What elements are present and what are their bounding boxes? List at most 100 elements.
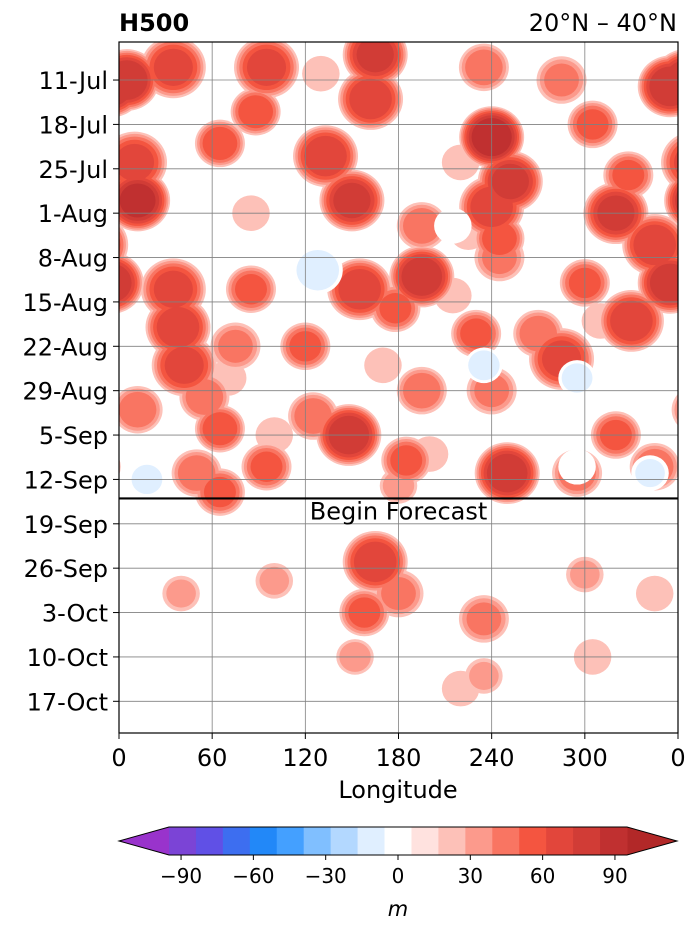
anomaly-contour-pos-35-5	[238, 95, 274, 129]
anomaly-contour-pos-45-23	[633, 224, 677, 266]
colorbar-swatch-13	[519, 827, 547, 855]
anomaly-contour-pos-25-20	[403, 207, 441, 244]
colorbar-tick-label-2: −30	[305, 864, 347, 888]
anomaly-contour-pos-65-7	[119, 183, 156, 218]
y-tick-label-1: 18-Jul	[39, 111, 109, 139]
colorbar-tick-label-3: 0	[392, 864, 405, 888]
anomaly-contour-neg-5-11	[410, 525, 449, 561]
forecast-annotation: Begin Forecast	[310, 497, 488, 525]
anomaly-contour-pos-15-59	[166, 579, 196, 608]
y-tick-label-6: 22-Aug	[22, 333, 108, 361]
colorbar-swatch-15	[573, 827, 601, 855]
anomaly-contour-pos-25-15	[465, 49, 503, 86]
x-tick-label-6: 0	[670, 744, 685, 772]
anomaly-contour-pos-55-11	[491, 163, 529, 200]
anomaly-contour-pos-55-24	[649, 263, 678, 303]
anomaly-contour-neg-5-6	[558, 448, 596, 485]
anomaly-contour-neg-15-4	[561, 363, 593, 393]
anomaly-contour-pos-25-45	[119, 391, 157, 428]
anomaly-contour-pos-25-34	[185, 379, 224, 415]
anomaly-contour-pos-45-55	[353, 541, 397, 583]
latitude-band-label: 20°N – 40°N	[529, 9, 677, 37]
x-tick-label-1: 60	[197, 744, 228, 772]
colorbar-tick-label-4: 30	[458, 864, 483, 888]
anomaly-contour-pos-35-47	[390, 445, 423, 476]
y-tick-label-7: 29-Aug	[22, 378, 108, 406]
anomaly-contour-pos-35-37	[460, 318, 493, 349]
anomaly-contour-neg-15-3	[468, 350, 500, 381]
anomaly-contour-pos-35-30	[234, 274, 267, 305]
anomaly-contour-pos-45-2	[246, 48, 287, 86]
y-axis-ticks: 11-Jul 18-Jul 25-Jul 1-Aug 8-Aug 15-Aug 22-Aug…	[22, 67, 119, 716]
anomaly-contour-neg-5-12	[643, 715, 678, 733]
anomaly-contour-pos-45-26	[610, 300, 653, 342]
anomaly-contour-pos-55-12	[649, 66, 678, 107]
anomaly-contour-pos-45-28	[338, 268, 382, 310]
anomaly-contour-pos-55-7-wrap	[675, 190, 678, 211]
anomaly-contour-pos-25-43	[294, 398, 332, 434]
y-tick-label-3: 1-Aug	[38, 200, 108, 228]
colorbar-extend-max	[627, 827, 677, 855]
anomaly-contour-pos-55-3	[356, 42, 394, 73]
anomaly-contour-pos-45-31	[153, 270, 193, 308]
y-tick-label-13: 10-Oct	[27, 644, 108, 672]
x-axis-label: Longitude	[338, 776, 457, 804]
colorbar-extend-min	[119, 827, 169, 855]
y-tick-label-9: 12-Sep	[24, 466, 108, 494]
anomaly-contour-pos-15-45-wrap	[674, 398, 678, 422]
y-tick-label-10: 19-Sep	[24, 511, 108, 539]
colorbar-swatch-1	[195, 827, 224, 855]
x-axis-ticks: 0 60 120 180 240 300 0	[111, 733, 686, 772]
colorbar-outline	[117, 826, 679, 856]
y-tick-label-4: 8-Aug	[38, 245, 108, 273]
anomaly-contour-pos-55-48	[486, 453, 528, 493]
anomaly-contour-pos-25-45-wrap	[677, 407, 678, 412]
anomaly-contour-pos-15-60	[259, 566, 290, 595]
anomaly-contour-neg-15-5	[635, 459, 665, 488]
colorbar-swatch-12	[492, 827, 520, 855]
colorbar-swatch-0	[169, 827, 197, 855]
y-tick-label-14: 17-Oct	[27, 688, 108, 716]
anomaly-contour-pos-55-12-wrap	[119, 67, 133, 105]
anomaly-contour-pos-45-6	[119, 143, 155, 182]
colorbar-tick-label-6: 90	[602, 864, 627, 888]
colorbar-swatch-11	[465, 827, 493, 855]
anomaly-contour-pos-35-6-wrap	[669, 145, 678, 180]
colorbar-tick-label-5: 60	[530, 864, 555, 888]
anomaly-contour-pos-5-64	[635, 575, 674, 612]
anomaly-contour-pos-35-44	[202, 412, 238, 446]
grid-lines	[119, 42, 678, 733]
anomaly-contour-pos-45-4	[349, 78, 392, 120]
x-tick-label-3: 180	[376, 744, 422, 772]
colorbar-swatch-8	[384, 827, 412, 855]
x-tick-label-5: 300	[562, 744, 608, 772]
colorbar-swatch-7	[357, 827, 386, 855]
anomaly-contour-pos-45-6-wrap	[673, 151, 678, 174]
anomaly-contour-neg-15-1	[296, 250, 340, 291]
x-tick-label-2: 120	[282, 744, 328, 772]
colorbar-swatch-5	[303, 827, 332, 855]
colorbar-tick-label-1: −60	[232, 864, 274, 888]
anomaly-contour-pos-5-72	[364, 347, 402, 384]
chart-title: H500	[119, 9, 189, 37]
anomaly-contour-pos-5-74	[302, 55, 340, 92]
colorbar-swatch-14	[546, 827, 574, 855]
anomaly-contour-pos-35-18	[482, 222, 517, 256]
x-tick-label-4: 240	[469, 744, 515, 772]
anomaly-contour-pos-55-27	[401, 257, 443, 296]
anomaly-contour-pos-25-23-wrap	[119, 230, 124, 260]
colorbar-swatch-9	[411, 827, 439, 855]
y-tick-label-2: 25-Jul	[39, 156, 109, 184]
anomaly-contour-pos-55-19	[333, 182, 371, 219]
anomaly-contour-neg-5-7	[612, 360, 651, 396]
anomaly-contour-pos-35-29	[379, 293, 412, 324]
anomaly-contour-pos-35-14	[612, 159, 645, 191]
colorbar-swatch-3	[249, 827, 278, 855]
colorbar-swatch-10	[438, 827, 466, 855]
y-tick-label-5: 15-Aug	[22, 289, 108, 317]
anomaly-contour-pos-45-1	[153, 48, 193, 86]
colorbar-swatch-6	[330, 827, 359, 855]
colorbar-unit-label: m	[388, 897, 408, 921]
x-tick-label-0: 0	[111, 744, 126, 772]
